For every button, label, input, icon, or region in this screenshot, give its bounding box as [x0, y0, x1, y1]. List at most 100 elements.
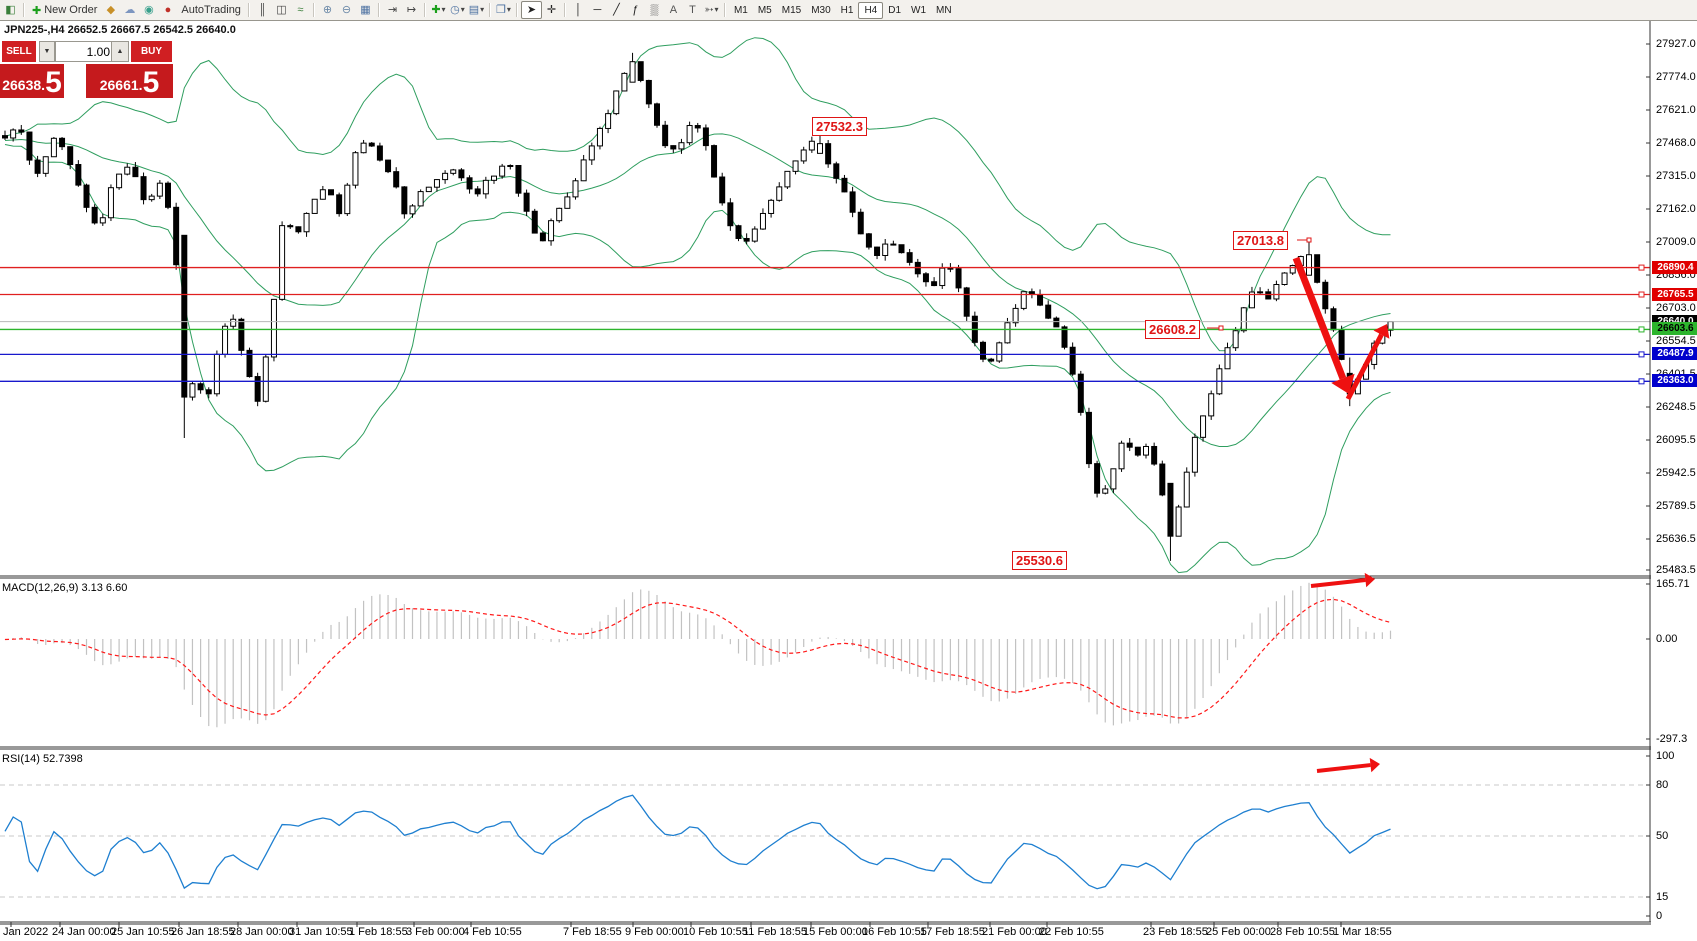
package-icon[interactable]: ◆: [106, 4, 116, 16]
time-axis-label[interactable]: 15 Feb 00:00: [803, 926, 868, 938]
time-axis-label[interactable]: 10 Feb 10:55: [683, 926, 748, 938]
time-axis-label[interactable]: 22 Feb 10:55: [1039, 926, 1104, 938]
price-axis-label: 27774.0: [1656, 71, 1696, 83]
time-axis-label[interactable]: 25 Feb 00:00: [1206, 926, 1271, 938]
signal-icon[interactable]: ◉: [144, 4, 154, 16]
bull-candle: [1289, 265, 1296, 274]
crosshair-tool-icon[interactable]: ✛: [546, 4, 557, 16]
time-axis-label[interactable]: 31 Jan 10:55: [289, 926, 353, 938]
auto-scroll-icon[interactable]: ⇥: [387, 4, 398, 16]
price-axis-label: 27468.0: [1656, 137, 1696, 149]
timeframe-m1[interactable]: M1: [733, 4, 748, 16]
time-axis-label[interactable]: 1 Mar 18:55: [1333, 926, 1392, 938]
time-axis-label[interactable]: 3 Feb 00:00: [406, 926, 465, 938]
timeframe-m30[interactable]: M30: [811, 4, 831, 16]
line-chart-mode-icon[interactable]: ≈: [297, 4, 304, 16]
channel-tool-icon[interactable]: ▒: [650, 4, 659, 16]
indicators-icon[interactable]: ✚ ▾: [431, 4, 446, 16]
bear-candle: [906, 252, 913, 263]
bear-candle: [947, 267, 954, 270]
time-axis-label[interactable]: 28 Feb 10:55: [1270, 926, 1335, 938]
bull-candle: [262, 356, 269, 402]
bear-candle: [1151, 445, 1158, 465]
candlestick-mode-icon[interactable]: ◫: [276, 4, 287, 16]
price-tag: 26487.9: [1652, 347, 1697, 361]
time-axis-label[interactable]: 7 Feb 18:55: [563, 926, 622, 938]
time-axis-label[interactable]: 16 Feb 10:55: [862, 926, 927, 938]
timeframe-m5[interactable]: M5: [757, 4, 772, 16]
bull-candle: [409, 205, 416, 215]
time-axis-label[interactable]: 24 Jan 00:00: [52, 926, 116, 938]
bull-candle: [605, 113, 612, 129]
time-axis-label[interactable]: 23 Feb 18:55: [1143, 926, 1208, 938]
vertical-line-tool-icon[interactable]: │: [575, 4, 582, 16]
dropdown-caret-icon: ▾: [441, 5, 446, 14]
timeframe-m15[interactable]: M15: [781, 4, 802, 16]
bollinger-upper-band: [4, 37, 1391, 352]
buy-button[interactable]: BUY: [131, 41, 172, 62]
bid-price-display[interactable]: 26638. 5: [0, 64, 64, 98]
chart-window-partial-icon[interactable]: ◧: [5, 4, 16, 16]
time-axis-label[interactable]: 25 Jan 10:55: [111, 926, 175, 938]
time-axis-label[interactable]: 17 Feb 18:55: [920, 926, 985, 938]
time-axis-label[interactable]: 28 Jan 00:00: [230, 926, 294, 938]
price-annotation[interactable]: 26608.2: [1145, 320, 1200, 339]
price-annotation[interactable]: 27013.8: [1233, 231, 1288, 250]
ask-price-display[interactable]: 26661. 5: [86, 64, 173, 98]
price-annotation[interactable]: 25530.6: [1012, 551, 1067, 570]
time-axis-label[interactable]: 9 Feb 00:00: [625, 926, 684, 938]
timeframe-d1[interactable]: D1: [888, 4, 902, 16]
label-tool-icon[interactable]: T: [689, 4, 696, 16]
bull-candle: [1200, 415, 1207, 438]
time-axis-label[interactable]: 11 Feb 18:55: [743, 926, 808, 938]
timeframe-mn[interactable]: MN: [936, 4, 952, 16]
periods-icon[interactable]: ◷ ▾: [450, 4, 465, 16]
line-handle: [1638, 291, 1645, 298]
bull-candle: [50, 137, 57, 158]
bull-candle: [311, 198, 318, 214]
trendline-tool-icon[interactable]: ╱: [613, 4, 620, 16]
volume-increase-button[interactable]: ▲: [111, 41, 129, 62]
sell-button[interactable]: SELL: [2, 41, 36, 62]
autotrading-button[interactable]: AutoTrading: [177, 2, 245, 18]
bull-candle: [319, 189, 326, 200]
bear-candle: [963, 287, 970, 317]
zoom-in-icon[interactable]: ⊕: [322, 4, 333, 16]
volume-decrease-button[interactable]: ▼: [39, 41, 55, 62]
bear-candle: [376, 145, 383, 161]
text-tool-icon[interactable]: A: [669, 4, 678, 16]
time-axis-label[interactable]: 26 Jan 18:55: [171, 926, 235, 938]
templates-icon[interactable]: ▤ ▾: [468, 4, 485, 16]
timeframe-w1[interactable]: W1: [911, 4, 927, 16]
bull-candle: [1240, 307, 1247, 332]
cursor-tool-icon[interactable]: ➤: [520, 1, 542, 19]
timeframe-h4[interactable]: H4: [858, 1, 884, 19]
annotation-handle: [1306, 237, 1312, 243]
bear-candle: [1159, 463, 1166, 496]
tile-windows-icon[interactable]: ▦: [360, 4, 371, 16]
bear-candle: [1069, 346, 1076, 375]
time-axis-label[interactable]: 1 Feb 18:55: [349, 926, 408, 938]
price-annotation[interactable]: 27532.3: [812, 117, 867, 136]
volume-input[interactable]: 1.00: [55, 41, 117, 62]
bull-candle: [1143, 445, 1149, 456]
new-chart-icon[interactable]: ❐ ▾: [495, 4, 511, 16]
autotrading-ball-icon[interactable]: ●: [164, 4, 172, 16]
fibonacci-tool-icon[interactable]: ƒ: [632, 4, 639, 16]
time-axis-label[interactable]: 21 Feb 00:00: [982, 926, 1047, 938]
chart-shift-icon[interactable]: ↦: [406, 4, 417, 16]
bull-candle: [939, 267, 946, 287]
time-axis-label[interactable]: 4 Feb 10:55: [463, 926, 522, 938]
shapes-tool-icon[interactable]: ➳ ▾: [704, 4, 719, 16]
line-handle: [1638, 326, 1645, 333]
horizontal-line-tool-icon[interactable]: ─: [593, 4, 602, 16]
bar-chart-mode-icon[interactable]: ║: [258, 4, 267, 16]
zoom-out-icon[interactable]: ⊖: [341, 4, 352, 16]
time-axis-label[interactable]: Jan 2022: [3, 926, 49, 938]
price-axis-label: 26401.5: [1656, 369, 1697, 380]
new-order-button[interactable]: ✚ New Order: [28, 2, 101, 18]
timeframe-h1[interactable]: H1: [840, 4, 854, 16]
publish-icon[interactable]: ☁: [124, 4, 136, 16]
ask-price-large: 5: [142, 66, 160, 99]
